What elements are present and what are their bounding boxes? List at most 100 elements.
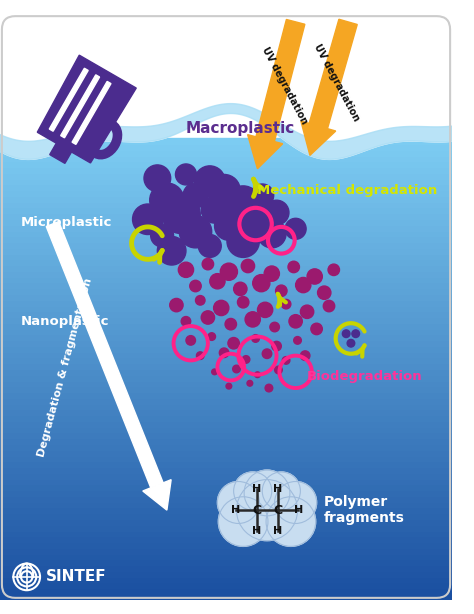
Bar (0, 438, 452, 444)
Bar (0, 496, 452, 502)
Circle shape (225, 319, 237, 330)
Bar (0, 184, 452, 190)
Circle shape (210, 274, 225, 289)
Circle shape (252, 335, 259, 342)
Bar (0, 577, 452, 583)
Bar (0, 259, 452, 265)
Bar (0, 340, 452, 346)
Circle shape (347, 340, 355, 347)
Bar (0, 559, 452, 565)
Circle shape (270, 322, 279, 332)
Bar (0, 583, 452, 588)
Polygon shape (247, 134, 283, 169)
Text: UV degradation: UV degradation (260, 45, 309, 126)
Text: Microplastic: Microplastic (21, 216, 112, 228)
Bar (0, 415, 452, 421)
Circle shape (264, 200, 289, 225)
Circle shape (144, 165, 171, 192)
Circle shape (265, 384, 273, 392)
Text: Macroplastic: Macroplastic (186, 121, 295, 136)
Bar (0, 490, 452, 496)
Bar (0, 427, 452, 432)
Bar (0, 484, 452, 490)
Bar (0, 150, 452, 155)
Text: Biodegradation: Biodegradation (307, 370, 423, 383)
Circle shape (328, 264, 339, 276)
Circle shape (272, 341, 281, 351)
Bar (0, 565, 452, 571)
Bar (0, 288, 452, 294)
Circle shape (157, 236, 186, 265)
Circle shape (289, 314, 302, 328)
Circle shape (194, 166, 225, 196)
Text: H: H (231, 505, 240, 515)
Bar (0, 444, 452, 450)
Circle shape (201, 196, 228, 223)
Bar (0, 161, 452, 167)
Circle shape (234, 472, 272, 510)
Bar (0, 167, 452, 173)
Bar (0, 381, 452, 386)
Bar (0, 473, 452, 478)
Circle shape (242, 356, 250, 363)
Bar (0, 410, 452, 415)
Polygon shape (143, 480, 171, 510)
Bar (0, 432, 452, 438)
Circle shape (235, 201, 271, 238)
Circle shape (255, 372, 260, 378)
Text: H: H (273, 526, 282, 536)
Circle shape (257, 302, 273, 317)
Polygon shape (309, 19, 357, 129)
Bar (0, 277, 452, 282)
Circle shape (352, 330, 359, 338)
Circle shape (233, 365, 240, 373)
Circle shape (218, 481, 259, 524)
Bar (0, 14, 452, 138)
Bar (0, 456, 452, 461)
Bar (0, 467, 452, 473)
Text: UV degradation: UV degradation (312, 42, 361, 123)
Bar (0, 248, 452, 254)
Text: H: H (294, 505, 303, 515)
Bar (0, 588, 452, 594)
Circle shape (190, 281, 201, 292)
Bar (0, 323, 452, 328)
Polygon shape (50, 143, 72, 163)
Bar (0, 213, 452, 219)
Bar (0, 173, 452, 179)
Bar (0, 196, 452, 201)
Circle shape (237, 480, 298, 541)
Bar (0, 282, 452, 288)
Bar (0, 542, 452, 548)
Bar (0, 554, 452, 559)
Circle shape (208, 174, 240, 207)
Circle shape (202, 258, 214, 270)
Circle shape (201, 311, 215, 324)
Bar (0, 294, 452, 300)
Circle shape (170, 298, 183, 312)
Bar (0, 352, 452, 357)
Circle shape (283, 357, 290, 364)
Circle shape (247, 381, 253, 386)
Circle shape (301, 305, 314, 319)
Circle shape (234, 282, 247, 295)
Bar (0, 219, 452, 225)
Bar (0, 300, 452, 306)
Circle shape (214, 300, 229, 316)
Circle shape (162, 195, 200, 233)
Bar (0, 317, 452, 323)
Bar (0, 357, 452, 363)
Text: H: H (252, 526, 261, 536)
Bar (0, 265, 452, 271)
Circle shape (198, 235, 221, 257)
Bar (0, 155, 452, 161)
Circle shape (281, 300, 291, 309)
Bar (0, 179, 452, 184)
Bar (0, 421, 452, 427)
Circle shape (241, 259, 255, 273)
Circle shape (181, 317, 191, 326)
Text: SINTEF: SINTEF (46, 569, 106, 585)
Bar (0, 571, 452, 577)
Circle shape (212, 369, 218, 375)
Bar (0, 403, 452, 410)
